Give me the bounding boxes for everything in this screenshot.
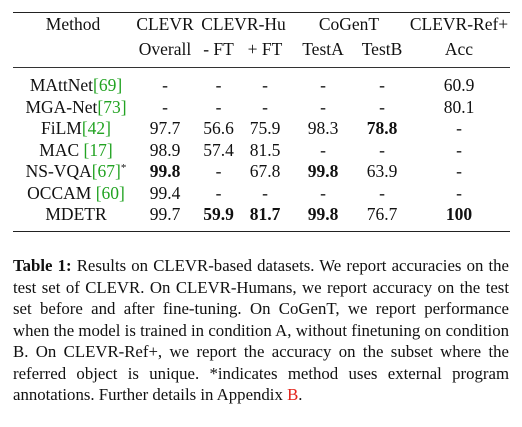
value-cell: - [197,67,240,97]
value-cell: 99.8 [149,161,181,181]
caption-label: Table 1: [13,256,72,275]
value-cell: 78.8 [366,118,398,138]
method-cell: NS-VQA[67]* [13,161,133,183]
method-name: MAC [39,139,84,160]
value-cell: - [320,139,326,160]
value-cell: 99.8 [290,204,356,232]
method-cell: FiLM[42] [13,118,133,140]
header-overall: Overall [138,38,192,59]
value-cell: - [456,161,462,181]
value-cell: 99.7 [133,204,197,232]
method-name: OCCAM [27,182,96,203]
header-empty [13,39,133,68]
header-minus-ft: - FT [203,38,234,59]
value-cell: 59.9 [197,204,240,232]
asterisk-marker: * [120,162,127,174]
value-cell: - [240,67,290,97]
value-cell: 75.9 [249,118,281,138]
citation-link[interactable]: [69] [93,75,123,95]
value-cell: 57.4 [203,139,234,160]
header-row-2: Overall - FT + FT TestA TestB Acc [13,39,510,68]
header-clevr-ref: CLEVR-Ref+ [408,12,510,39]
header-clevr: CLEVR [133,12,197,39]
results-table: Method CLEVR CLEVR-Hu CoGenT CLEVR-Ref+ … [13,12,510,232]
header-cogent: CoGenT [290,12,408,39]
method-name: NS-VQA [25,161,92,181]
value-cell: - [162,96,168,117]
table-row: MDETR 99.7 59.9 81.7 99.8 76.7 100 [13,204,510,232]
value-cell: 98.3 [307,118,339,138]
value-cell: 63.9 [366,161,398,181]
method-name: MGA-Net [25,96,98,117]
header-method: Method [13,12,133,39]
value-cell: - [215,96,222,117]
value-cell: - [215,161,222,181]
citation-link[interactable]: [60] [95,182,125,203]
value-cell: 97.7 [149,118,181,138]
value-cell: - [290,67,356,97]
table-row: OCCAM [60] 99.4 - - - - - [13,183,510,205]
value-cell: 98.9 [149,139,181,160]
value-cell: - [133,67,197,97]
citation-link[interactable]: [42] [81,118,111,138]
value-cell: 99.4 [149,182,181,203]
value-cell: 56.6 [203,118,234,138]
caption-end: . [298,385,303,404]
header-testa: TestA [302,38,344,59]
header-row-1: Method CLEVR CLEVR-Hu CoGenT CLEVR-Ref+ [13,12,510,39]
value-cell: - [320,182,326,203]
value-cell: - [262,182,268,203]
header-testb: TestB [361,38,403,59]
value-cell: - [215,182,222,203]
value-cell: 81.5 [249,139,281,160]
value-cell: - [379,139,385,160]
value-cell: 80.1 [443,96,475,117]
table-row: MAttNet[69] - - - - -60.9 [13,67,510,97]
table-row: MGA-Net[73] - - - - - 80.1 [13,97,510,119]
value-cell: 60.9 [408,67,510,97]
method-name: MDETR [45,204,107,224]
method-name: FiLM [40,118,82,138]
value-cell: - [456,182,462,203]
table-body: MAttNet[69] - - - - -60.9 MGA-Net[73] - - - - -80.1… [13,67,510,232]
header-clevr-hu: CLEVR-Hu [197,12,290,39]
value-cell: 81.7 [240,204,290,232]
table-caption: Table 1: Results on CLEVR-based datasets… [13,255,509,406]
method-cell: MAC [17] [13,140,133,162]
value-cell: - [456,139,462,160]
header-acc: Acc [444,38,474,59]
appendix-reference-link[interactable]: B [287,385,299,404]
method-cell: MGA-Net[73] [13,97,133,119]
table-row: NS-VQA[67]* 99.8 - 67.8 99.8 63.9 - [13,161,510,183]
method-cell: MAttNet[69] [13,67,133,97]
value-cell: 67.8 [249,161,281,181]
value-cell: 100 [408,204,510,232]
value-cell: - [356,67,408,97]
header-plus-ft: + FT [247,38,283,59]
method-name: MAttNet [29,75,94,95]
citation-link[interactable]: [17] [83,139,113,160]
method-cell: OCCAM [60] [13,183,133,205]
citation-link[interactable]: [67] [91,161,121,181]
value-cell: 76.7 [356,204,408,232]
citation-link[interactable]: [73] [97,96,127,117]
caption-body: Results on CLEVR-based datasets. We repo… [13,256,509,404]
value-cell: - [379,96,385,117]
table-row: MAC [17] 98.9 57.4 81.5 - - - [13,140,510,162]
value-cell: 99.8 [307,161,339,181]
value-cell: - [320,96,326,117]
value-cell: - [262,96,268,117]
value-cell: - [456,118,462,138]
table-row: FiLM[42] 97.7 56.6 75.9 98.3 78.8 - [13,118,510,140]
method-cell: MDETR [13,204,133,232]
value-cell: - [379,182,385,203]
